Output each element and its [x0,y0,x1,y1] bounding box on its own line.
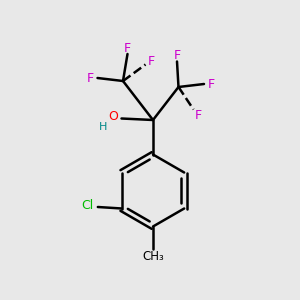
Text: O: O [108,110,118,123]
Text: F: F [148,55,155,68]
Text: Cl: Cl [81,199,93,212]
Text: F: F [86,71,94,85]
Text: H: H [99,122,107,132]
Text: F: F [208,77,215,91]
Text: F: F [194,109,202,122]
Text: F: F [124,41,131,55]
Text: F: F [173,49,181,62]
Text: CH₃: CH₃ [142,250,164,263]
